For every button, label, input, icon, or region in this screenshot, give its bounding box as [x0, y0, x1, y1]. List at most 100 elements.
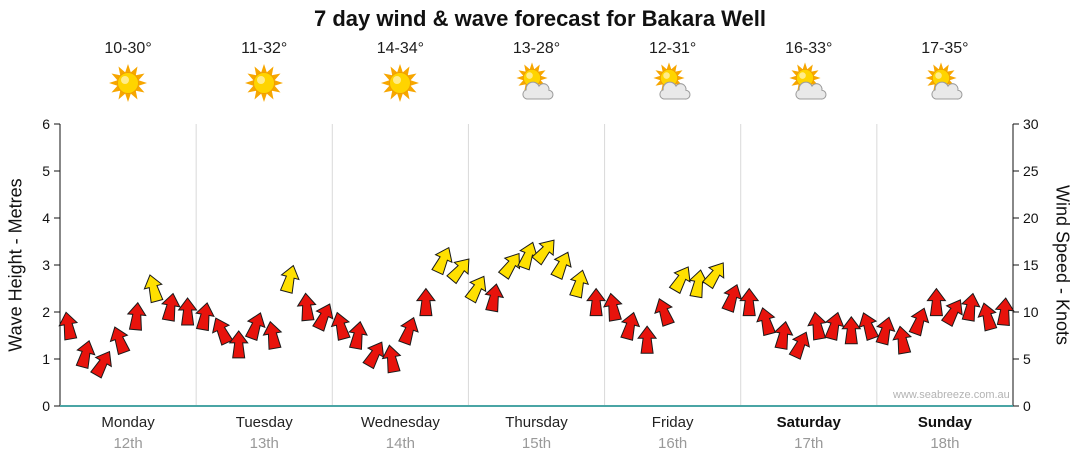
day-headers-row: 10-30° 11-32° 14-34° 13-28° 12-31° 16-33… [60, 40, 1013, 105]
sun-shape [516, 62, 549, 94]
cloud-shape [522, 81, 554, 100]
sunny-icon [377, 61, 423, 105]
wind-arrow [161, 292, 181, 322]
wind-arrow [602, 292, 623, 322]
wind-arrow [960, 292, 981, 322]
partly-cloudy-icon [922, 61, 968, 105]
temp-range: 10-30° [104, 40, 152, 57]
day-date: 15th [521, 435, 552, 452]
wind-arrow [484, 283, 505, 313]
right-tick-label: 30 [1023, 116, 1039, 132]
day-date: 16th [658, 435, 688, 452]
right-tick-label: 20 [1023, 210, 1039, 226]
wind-arrow [788, 331, 810, 360]
temp-range: 13-28° [512, 40, 561, 57]
temp-range: 16-33° [785, 40, 833, 57]
wind-arrow [550, 251, 572, 281]
left-tick-label: 1 [42, 351, 50, 367]
right-axis-title: Wind Speed - Knots [1052, 184, 1073, 346]
left-axis-title: Wave Height - Metres [5, 178, 26, 352]
wind-arrow [773, 320, 794, 350]
wind-arrow [348, 320, 368, 350]
day-label-wednesday: Wednesday 14th [332, 414, 468, 452]
sun-shape [381, 64, 420, 102]
sunny-icon [105, 61, 151, 105]
wind-arrow [446, 258, 470, 285]
right-tick-label: 0 [1023, 398, 1031, 414]
wind-arrow [362, 341, 385, 370]
day-name: Tuesday [235, 414, 293, 431]
day-header-friday: 12-31° [605, 40, 741, 105]
wind-arrow [908, 307, 930, 337]
left-tick-label: 0 [42, 398, 50, 414]
day-label-saturday: Saturday 17th [741, 414, 877, 452]
wind-arrow [195, 302, 215, 332]
wind-arrow [312, 303, 334, 332]
wind-arrow [464, 275, 487, 304]
temp-range: 14-34° [376, 40, 425, 57]
wind-arrow [497, 252, 521, 280]
wind-arrow [569, 269, 590, 299]
sunny-icon [241, 61, 287, 105]
wind-arrow [875, 316, 896, 346]
wind-arrow [702, 262, 725, 290]
wind-arrow [177, 297, 198, 326]
day-name: Sunday [917, 414, 972, 431]
watermark: www.seabreeze.com.au [893, 389, 1010, 401]
right-tick-label: 10 [1023, 304, 1039, 320]
wind-arrow [262, 320, 283, 350]
day-labels-row: Monday 12th Tuesday 13th Wednesday 14th Thursd… [60, 414, 1013, 452]
wind-arrow [654, 298, 675, 327]
partly-cloudy-icon [650, 61, 696, 105]
day-label-thursday: Thursday 15th [468, 414, 604, 452]
wind-arrow [620, 311, 641, 341]
wind-arrow [977, 302, 998, 332]
day-header-wednesday: 14-34° [332, 40, 468, 105]
wind-arrow [637, 325, 658, 354]
wind-arrow [431, 246, 453, 276]
wind-arrow [90, 350, 112, 379]
day-header-thursday: 13-28° [468, 40, 604, 105]
wind-arrow [109, 326, 131, 356]
day-name: Friday [651, 414, 694, 431]
day-name: Wednesday [360, 414, 440, 431]
wind-arrow [756, 307, 777, 337]
wind-arrow [841, 315, 862, 345]
sun-shape [925, 62, 957, 94]
day-date: 12th [113, 435, 143, 452]
wind-arrow [586, 287, 607, 317]
wind-arrow [531, 239, 555, 266]
day-date: 18th [930, 435, 960, 452]
wind-arrow [892, 325, 912, 355]
partly-cloudy-icon [786, 61, 832, 105]
cloud-shape [659, 81, 691, 100]
cloud-shape [931, 81, 963, 100]
wind-arrow [858, 312, 880, 342]
wind-arrow [824, 311, 845, 341]
cloud-shape [795, 81, 827, 100]
day-name: Saturday [776, 414, 841, 431]
left-tick-label: 5 [42, 163, 50, 179]
left-tick-label: 3 [42, 257, 50, 273]
wind-arrow [126, 301, 147, 331]
temp-range: 12-31° [648, 40, 697, 57]
day-label-sunday: Sunday 18th [877, 414, 1013, 452]
day-header-sunday: 17-35° [877, 40, 1013, 105]
wind-arrow [212, 317, 234, 346]
day-header-tuesday: 11-32° [196, 40, 332, 105]
left-tick-label: 6 [42, 116, 50, 132]
wind-arrow [940, 299, 963, 327]
wind-arrow [244, 312, 266, 342]
day-label-friday: Friday 16th [605, 414, 741, 452]
left-tick-label: 2 [42, 304, 50, 320]
left-tick-label: 4 [42, 210, 50, 226]
right-tick-label: 5 [1023, 351, 1031, 367]
wind-arrow [721, 283, 743, 313]
right-tick-label: 15 [1023, 257, 1039, 273]
wind-arrow [75, 339, 96, 370]
chart-title: 7 day wind & wave forecast for Bakara We… [314, 6, 766, 31]
day-label-monday: Monday 12th [60, 414, 196, 452]
day-date: 13th [249, 435, 279, 452]
day-date: 14th [385, 435, 415, 452]
sun-shape [109, 64, 148, 102]
